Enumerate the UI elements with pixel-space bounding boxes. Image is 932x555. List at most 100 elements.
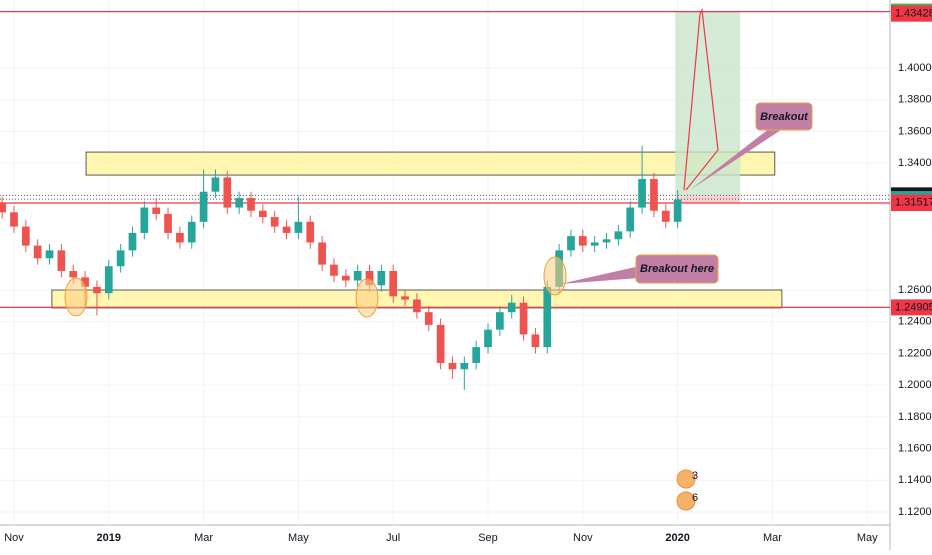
callout-text: Breakout <box>760 111 809 123</box>
price-label-bg <box>891 5 932 22</box>
candle-body <box>45 250 54 259</box>
candle-body <box>152 207 161 214</box>
y-tick-label: 1.40000 <box>898 62 932 74</box>
candle-body <box>436 324 445 363</box>
candle-body <box>650 179 658 211</box>
candle-body <box>626 207 635 232</box>
zone <box>85 151 776 176</box>
candle-body <box>341 275 350 281</box>
candle-body <box>128 232 137 251</box>
y-tick-label: 1.24000 <box>898 316 932 328</box>
event-icon[interactable] <box>676 491 696 511</box>
event-count: 6 <box>692 492 698 504</box>
candle-body <box>33 245 42 259</box>
candle-body <box>294 221 303 233</box>
x-tick-label: Mar <box>194 532 213 544</box>
candle-body <box>377 270 386 286</box>
candle-body <box>448 362 457 370</box>
candle-body <box>0 202 6 213</box>
y-tick-label: 1.26000 <box>898 284 932 296</box>
price-label: 1.43428 <box>895 8 932 20</box>
candle-body <box>21 226 30 246</box>
x-tick-label: May <box>288 532 309 544</box>
candle-body <box>389 270 398 297</box>
x-tick-label: May <box>857 532 878 544</box>
candle-body <box>104 266 113 294</box>
candle-body <box>543 286 552 348</box>
y-tick-label: 1.12000 <box>898 506 932 518</box>
candle-body <box>472 347 481 363</box>
candle-body <box>199 191 208 222</box>
candle-body <box>365 270 374 286</box>
candle-body <box>661 210 670 222</box>
y-tick-label: 1.20000 <box>898 379 932 391</box>
y-tick-label: 1.34000 <box>898 157 932 169</box>
candle-body <box>531 334 540 348</box>
y-tick-label: 1.16000 <box>898 442 932 454</box>
candle-body <box>602 239 611 243</box>
y-tick-label: 1.14000 <box>898 474 932 486</box>
candle-body <box>93 286 101 294</box>
candle-body <box>590 242 599 246</box>
candle-body <box>578 236 587 246</box>
candle-body <box>116 250 125 267</box>
y-tick-label: 1.18000 <box>898 411 932 423</box>
event-icon[interactable] <box>676 469 696 489</box>
candle-body <box>673 199 682 222</box>
candle-body <box>306 221 315 243</box>
candle-body <box>211 177 220 192</box>
x-tick-label: Mar <box>763 532 782 544</box>
y-tick-label: 1.36000 <box>898 125 932 137</box>
x-tick-label: Jul <box>386 532 400 544</box>
candle-body <box>424 312 433 325</box>
candle-body <box>638 179 646 208</box>
candle-body <box>69 270 78 278</box>
candle-body <box>247 198 255 211</box>
candle-body <box>270 217 279 227</box>
candle-body <box>176 232 184 243</box>
x-tick-label: Nov <box>573 532 593 544</box>
candle-body <box>140 207 149 233</box>
candle-body <box>318 242 326 265</box>
candle-body <box>259 210 267 218</box>
zone <box>675 11 741 196</box>
zone <box>675 195 741 204</box>
callout-pointer <box>690 128 784 190</box>
callout <box>755 102 813 131</box>
x-tick-label: Nov <box>4 532 24 544</box>
callout <box>635 254 719 284</box>
candle-body <box>567 236 575 251</box>
candle-body <box>223 177 232 208</box>
candle-body <box>282 226 291 233</box>
price-label-bg <box>891 299 932 316</box>
x-tick-label: 2020 <box>665 532 689 544</box>
candle-body <box>401 296 409 300</box>
callout-text: Breakout here <box>640 263 714 275</box>
candle-body <box>496 312 504 330</box>
candle-body <box>81 277 89 287</box>
candle-body <box>187 221 196 243</box>
candle-body <box>235 198 244 208</box>
highlight-ellipse <box>543 256 567 296</box>
x-tick-label: 2019 <box>97 532 121 544</box>
candle-body <box>484 329 492 348</box>
price-label: 1.31517 <box>895 196 932 208</box>
candle-body <box>413 299 421 313</box>
target-arrow <box>683 7 719 191</box>
event-count: 3 <box>692 470 698 482</box>
price-label-bg <box>891 194 932 211</box>
highlight-ellipse <box>355 278 379 318</box>
highlight-ellipse <box>64 277 88 317</box>
price-label: 1.24905 <box>895 301 932 313</box>
candle-body <box>164 213 172 233</box>
y-tick-label: 1.38000 <box>898 94 932 106</box>
candle-body <box>614 231 623 240</box>
candle-body <box>460 362 469 370</box>
candle-body <box>10 212 18 227</box>
candle-body <box>353 270 362 281</box>
y-tick-label: 1.22000 <box>898 347 932 359</box>
candle-body <box>57 250 66 271</box>
